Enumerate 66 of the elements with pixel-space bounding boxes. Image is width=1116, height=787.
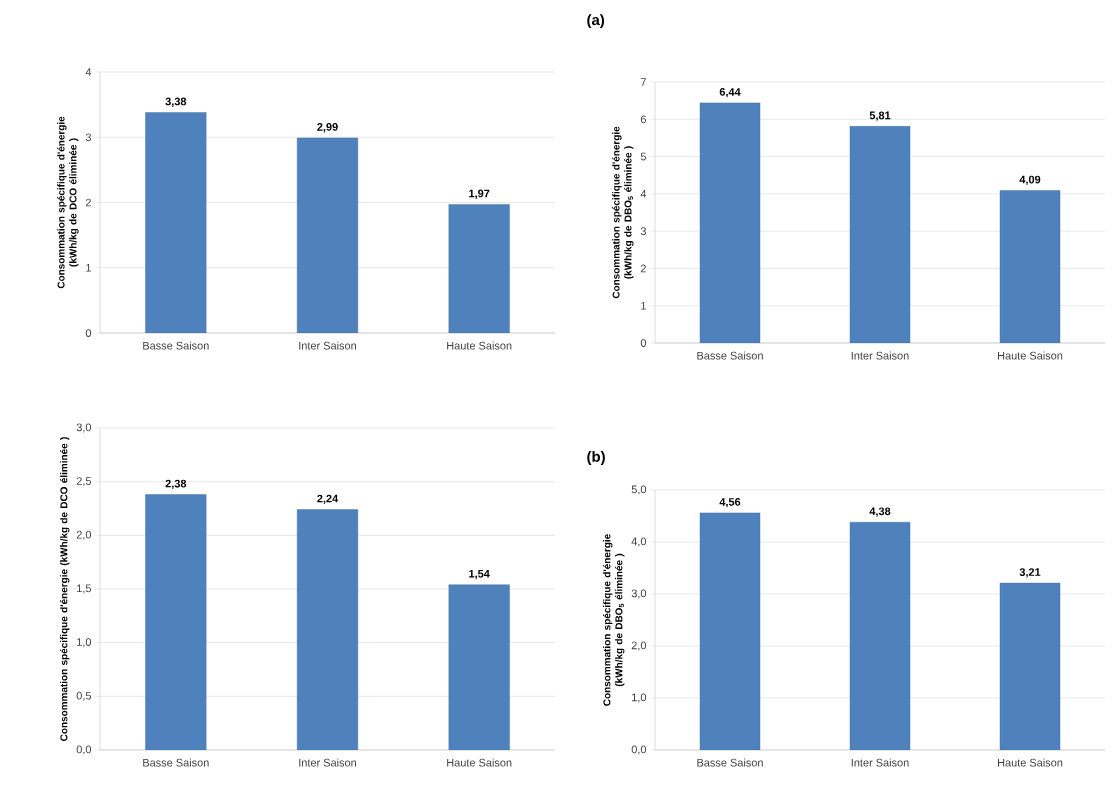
y-axis-title: Consommation spécifique d'énergie (kWh/kg de DCO éliminée ) — [59, 437, 70, 741]
x-tick-label: Basse Saison — [697, 758, 763, 767]
y-tick-label: 0 — [640, 339, 647, 347]
y-tick-label: 4 — [85, 68, 92, 76]
data-label: 4,09 — [1019, 175, 1041, 185]
y-tick-label: 6 — [640, 115, 646, 124]
y-tick-label: 2 — [640, 264, 646, 273]
y-tick-label: 1 — [86, 263, 91, 272]
bar — [145, 494, 207, 750]
y-tick-label: 4,0 — [631, 537, 647, 547]
bar — [999, 582, 1061, 750]
bar — [699, 102, 761, 343]
y-tick-label: 1,5 — [77, 584, 92, 594]
y-tick-label: 0,0 — [631, 745, 647, 755]
bar — [296, 509, 359, 750]
y-tick-label: 1,0 — [632, 693, 647, 703]
data-label: 2,99 — [317, 123, 338, 133]
x-tick-label: Basse Saison — [143, 758, 209, 767]
data-label: 2,38 — [165, 479, 187, 490]
y-tick-label: 3 — [640, 227, 646, 236]
x-tick-label: Basse Saison — [697, 351, 763, 360]
x-tick-label: Haute Saison — [998, 351, 1063, 360]
x-tick-label: Haute Saison — [998, 758, 1063, 767]
data-label: 4,56 — [719, 498, 741, 508]
bar — [849, 126, 911, 343]
y-tick-label: 3 — [85, 133, 91, 142]
bar — [448, 584, 510, 750]
data-label: 1,54 — [469, 569, 490, 580]
y-tick-label: 0,0 — [76, 745, 92, 755]
chart-title: (b) — [587, 450, 605, 465]
data-label: 3,21 — [1019, 568, 1041, 578]
data-label: 5,81 — [869, 111, 891, 121]
x-tick-label: Basse Saison — [143, 341, 209, 350]
data-label: 3,38 — [165, 97, 187, 107]
y-tick-label: 3,0 — [76, 423, 92, 433]
bar — [296, 137, 359, 333]
bar — [448, 204, 510, 333]
x-tick-label: Haute Saison — [447, 341, 512, 350]
y-tick-label: 1,0 — [77, 638, 92, 648]
y-tick-label: 3,0 — [631, 589, 647, 599]
y-tick-label: 2 — [85, 198, 91, 207]
chart-title: (a) — [587, 14, 605, 29]
bar — [699, 512, 761, 750]
y-tick-label: 2,0 — [76, 530, 92, 540]
y-tick-label: 0 — [85, 329, 92, 337]
y-tick-label: 0,5 — [76, 691, 92, 701]
data-label: 6,44 — [719, 88, 741, 98]
x-tick-label: Inter Saison — [299, 758, 357, 767]
y-tick-label: 7 — [640, 78, 646, 86]
data-label: 2,24 — [317, 494, 339, 505]
bar — [999, 190, 1061, 343]
y-tick-label: 1 — [641, 301, 646, 310]
y-axis-title: Consommation spécifique d'énergie (kWh/kg de DCO éliminée ) — [57, 116, 79, 289]
y-tick-label: 4 — [640, 190, 647, 198]
data-label: 4,38 — [869, 507, 891, 517]
x-tick-label: Inter Saison — [851, 351, 909, 360]
y-tick-label: 2,0 — [631, 641, 647, 651]
bar — [849, 522, 911, 750]
x-tick-label: Haute Saison — [447, 758, 512, 767]
y-tick-label: 2,5 — [76, 477, 92, 487]
data-label: 1,97 — [469, 189, 490, 199]
bar — [145, 112, 207, 333]
y-tick-label: 5,0 — [631, 485, 647, 495]
x-tick-label: Inter Saison — [299, 341, 357, 350]
y-tick-label: 5 — [640, 152, 647, 161]
x-tick-label: Inter Saison — [851, 758, 909, 767]
